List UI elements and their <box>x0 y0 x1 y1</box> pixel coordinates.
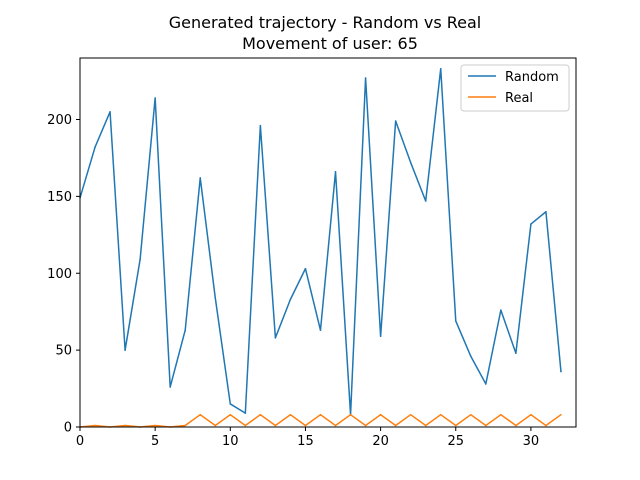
data-point-real <box>214 424 217 427</box>
data-point-real <box>244 424 247 427</box>
legend: Random Real <box>460 64 570 112</box>
data-point-random <box>109 111 111 113</box>
x-tick-label: 5 <box>151 434 159 449</box>
x-tick-label: 30 <box>523 434 540 449</box>
y-tick-label: 50 <box>55 344 72 359</box>
data-point-real <box>515 424 517 427</box>
data-point-random <box>470 355 472 358</box>
data-point-real <box>229 413 232 416</box>
x-tick-label: 0 <box>76 434 84 449</box>
chart-subtitle: Movement of user: 65 <box>242 34 418 53</box>
data-point-real <box>94 424 96 427</box>
data-point-real <box>319 413 322 416</box>
data-point-random <box>334 171 337 173</box>
data-point-real <box>364 424 367 427</box>
series-layer <box>79 68 562 428</box>
data-point-real <box>379 413 382 416</box>
series-line-random <box>79 68 562 416</box>
x-tick-label: 15 <box>297 434 314 449</box>
data-point-real <box>470 413 472 416</box>
data-point-real <box>545 424 547 427</box>
data-point-real <box>424 424 427 427</box>
x-axis: 0 5 10 15 20 25 30 <box>76 427 539 449</box>
chart-title: Generated trajectory - Random vs Real <box>169 13 481 32</box>
data-point-random <box>409 161 412 164</box>
data-point-real <box>274 424 277 427</box>
data-point-real <box>124 424 126 427</box>
data-point-random <box>424 200 427 202</box>
data-point-real <box>485 424 487 427</box>
data-point-random <box>485 383 487 385</box>
data-point-real <box>334 424 337 427</box>
data-point-real <box>500 413 502 416</box>
data-point-random <box>124 349 126 351</box>
x-tick-label: 10 <box>222 434 239 449</box>
series-line-real <box>79 413 562 428</box>
y-tick-label: 150 <box>47 190 72 205</box>
data-point-random <box>229 403 232 405</box>
y-tick-label: 100 <box>47 267 72 282</box>
data-point-random <box>169 386 171 388</box>
data-point-random <box>319 329 322 331</box>
data-point-real <box>409 413 412 416</box>
data-point-real <box>184 424 186 427</box>
data-point-random <box>545 211 547 213</box>
data-point-real <box>455 424 457 427</box>
data-point-random <box>289 298 292 301</box>
data-point-random <box>94 146 96 148</box>
x-tick-label: 20 <box>372 434 389 449</box>
y-tick-label: 200 <box>47 113 72 128</box>
data-point-random <box>214 297 217 299</box>
data-point-real <box>394 424 397 427</box>
data-point-random <box>379 335 382 338</box>
data-point-real <box>530 413 532 416</box>
y-tick-label: 0 <box>64 421 72 436</box>
data-point-real <box>154 424 156 427</box>
x-tick-label: 25 <box>447 434 464 449</box>
data-point-random <box>455 320 457 322</box>
data-point-random <box>500 309 502 311</box>
data-point-random <box>184 329 186 331</box>
data-point-real <box>259 413 262 416</box>
data-point-random <box>244 412 247 414</box>
data-point-real <box>304 424 307 427</box>
data-point-random <box>199 177 201 179</box>
data-point-random <box>394 120 397 122</box>
data-point-real <box>439 413 442 416</box>
data-point-random <box>560 370 562 373</box>
legend-label-real: Real <box>505 91 533 106</box>
data-point-real <box>289 413 292 416</box>
data-point-real <box>560 413 562 416</box>
data-point-random <box>304 267 307 270</box>
data-point-real <box>199 413 201 416</box>
data-point-random <box>364 77 367 79</box>
data-point-random <box>259 124 262 127</box>
legend-label-random: Random <box>505 70 559 85</box>
y-axis: 0 50 100 150 200 <box>47 113 80 436</box>
data-point-random <box>530 223 532 225</box>
plot-area-frame <box>79 57 577 428</box>
data-point-random <box>439 68 442 70</box>
data-point-random <box>154 97 156 99</box>
data-point-random <box>274 337 277 339</box>
data-point-real <box>349 413 352 416</box>
data-point-random <box>139 258 141 261</box>
data-point-random <box>515 352 517 354</box>
